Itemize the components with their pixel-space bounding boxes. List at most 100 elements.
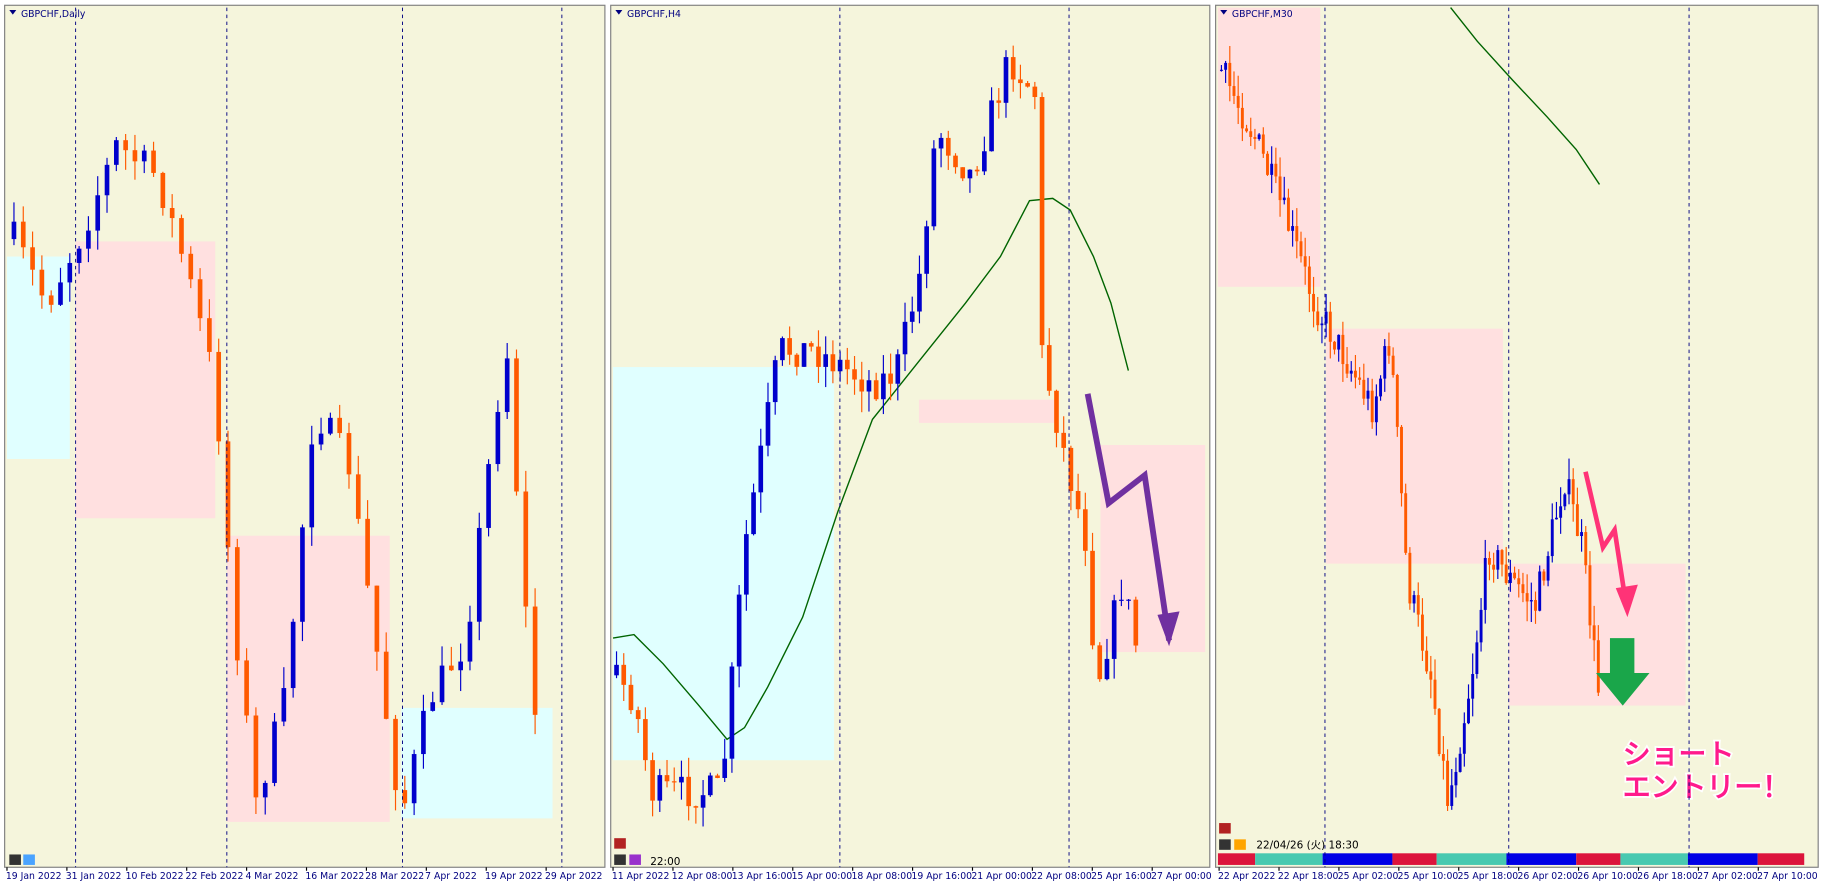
icon[interactable] [614, 838, 626, 849]
candle-body [945, 137, 951, 156]
candle-body [1104, 658, 1110, 680]
candle-body [924, 226, 929, 274]
x-tick-label: 13 Apr 16:00 [732, 871, 793, 882]
zone [75, 241, 216, 519]
x-tick-label: 25 Apr 02:00 [1338, 871, 1399, 882]
x-tick-label: 26 Apr 10:00 [1577, 871, 1638, 882]
icon[interactable] [614, 854, 626, 865]
x-tick-label: 25 Apr 18:00 [1458, 871, 1519, 882]
candle-body [1307, 266, 1311, 294]
icon[interactable] [1219, 823, 1231, 834]
candle-body [1090, 550, 1095, 646]
candle-body [917, 273, 922, 312]
candle-body [20, 221, 26, 248]
candle-body [1299, 241, 1303, 257]
candle-body [1046, 345, 1052, 391]
candle-body [881, 373, 886, 400]
candle-body [1054, 390, 1059, 433]
candle-body [1500, 550, 1504, 565]
icon[interactable] [629, 854, 641, 865]
candle-body [967, 169, 973, 179]
menu-arrow [1220, 9, 1228, 15]
candle-body [1513, 572, 1517, 579]
candle-body [1362, 379, 1366, 399]
candle-body [722, 758, 728, 778]
zone [1217, 7, 1321, 287]
candle-body [715, 775, 720, 778]
candle-body [1575, 504, 1579, 537]
candle-body [801, 343, 807, 367]
candle-body [1475, 642, 1479, 674]
candle-body [290, 621, 296, 689]
candle-body [1391, 355, 1395, 375]
candle-body [1097, 645, 1103, 680]
candle-body [989, 100, 994, 152]
candle-body [355, 474, 361, 519]
candle-body [1584, 532, 1588, 566]
x-tick-label: 22 Apr 08:00 [1031, 871, 1092, 882]
status-bar [1757, 853, 1805, 865]
candle-body [1412, 595, 1416, 604]
icon[interactable] [9, 854, 21, 865]
candle-body [495, 411, 501, 465]
candle-body [823, 354, 829, 367]
candle-body [1126, 599, 1131, 601]
candle-body [383, 651, 389, 719]
candle-body [1504, 564, 1508, 583]
candle-body [1333, 341, 1336, 350]
status-bar [1322, 853, 1393, 865]
candle-body [707, 775, 713, 796]
candle-body [909, 311, 915, 322]
x-tick-label: 7 Apr 2022 [425, 871, 477, 882]
candle-body [960, 167, 966, 179]
labels: GBPCHF,Daily GBPCHF,H4 GBPCHF,M30 22:00 … [21, 9, 1359, 868]
icon[interactable] [1234, 839, 1246, 850]
candle-body [1291, 226, 1295, 231]
panel-title: GBPCHF,M30 [1232, 9, 1293, 20]
status-bar [1255, 853, 1323, 865]
candle-body [216, 351, 222, 442]
x-tick-label: 22 Apr 2022 [1218, 871, 1275, 882]
candle-body [772, 360, 778, 403]
candle-body [1433, 679, 1437, 709]
chart-panel[interactable] [4, 4, 606, 868]
icon[interactable] [23, 854, 35, 865]
candle-body [1039, 97, 1045, 346]
x-tick-label: 18 Apr 08:00 [852, 871, 913, 882]
candle-body [523, 491, 529, 607]
candle-body [1534, 600, 1537, 611]
candle-body [1316, 311, 1320, 326]
candle-body [1400, 426, 1403, 494]
icon[interactable] [1219, 839, 1231, 850]
candle-body [1420, 614, 1424, 651]
candle-body [974, 169, 980, 172]
panel-title: GBPCHF,Daily [21, 9, 86, 20]
candle-body [1266, 153, 1269, 175]
candle-body [1425, 650, 1429, 672]
candle-body [114, 140, 119, 165]
candle-body [1320, 323, 1324, 326]
candle-body [1567, 479, 1571, 495]
chart-panel[interactable] [1215, 4, 1819, 868]
entry-arrow [1596, 638, 1650, 706]
candle-body [1487, 558, 1491, 565]
candle-body [830, 354, 836, 372]
candle-body [1450, 785, 1454, 806]
candle-body [1366, 390, 1370, 399]
candle-body [888, 373, 893, 384]
candle-body [996, 100, 1002, 103]
candle-body [1521, 584, 1525, 594]
candle-body [657, 775, 663, 801]
x-tick-label: 22 Apr 18:00 [1278, 871, 1339, 882]
menu-arrow [9, 9, 17, 15]
candle-body [1282, 197, 1286, 201]
x-tick-label: 21 Apr 00:00 [971, 871, 1032, 882]
chart-panel[interactable] [610, 4, 1211, 868]
candle-body [1240, 107, 1244, 129]
candle-body [1010, 57, 1016, 80]
x-tick-label: 19 Jan 2022 [6, 871, 62, 882]
candle-body [104, 164, 110, 196]
candle-body [1467, 698, 1470, 724]
candle-body [197, 279, 203, 319]
candle-body [953, 155, 958, 168]
